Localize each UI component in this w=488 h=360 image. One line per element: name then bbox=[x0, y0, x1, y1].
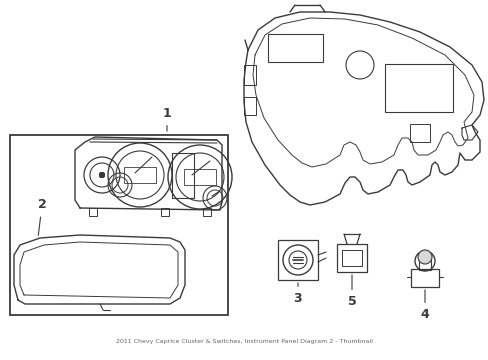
Bar bbox=[10, 135, 227, 315]
Text: 4: 4 bbox=[420, 290, 428, 321]
Circle shape bbox=[99, 172, 104, 177]
Text: 3: 3 bbox=[293, 283, 302, 305]
Bar bbox=[161, 208, 169, 216]
Text: 1: 1 bbox=[163, 107, 171, 131]
Circle shape bbox=[99, 172, 104, 177]
Bar bbox=[267, 34, 323, 62]
Circle shape bbox=[99, 172, 104, 177]
Circle shape bbox=[99, 172, 104, 177]
Bar bbox=[410, 269, 438, 287]
Text: 5: 5 bbox=[347, 275, 356, 308]
Bar bbox=[124, 167, 156, 183]
Circle shape bbox=[99, 172, 104, 177]
Bar bbox=[341, 250, 361, 266]
Circle shape bbox=[99, 172, 104, 177]
Bar bbox=[244, 97, 256, 115]
Bar bbox=[172, 153, 194, 198]
Bar bbox=[384, 64, 452, 112]
Bar bbox=[244, 65, 256, 85]
Bar bbox=[89, 208, 97, 216]
Bar bbox=[409, 124, 429, 142]
Text: 2011 Chevy Caprice Cluster & Switches, Instrument Panel Diagram 2 - Thumbnail: 2011 Chevy Caprice Cluster & Switches, I… bbox=[115, 339, 372, 345]
Circle shape bbox=[417, 250, 431, 264]
Circle shape bbox=[99, 172, 104, 177]
Bar bbox=[183, 169, 216, 185]
Bar bbox=[278, 240, 317, 280]
Bar bbox=[418, 260, 430, 270]
Bar bbox=[203, 208, 210, 216]
Text: 2: 2 bbox=[38, 198, 46, 235]
Bar bbox=[336, 244, 366, 272]
